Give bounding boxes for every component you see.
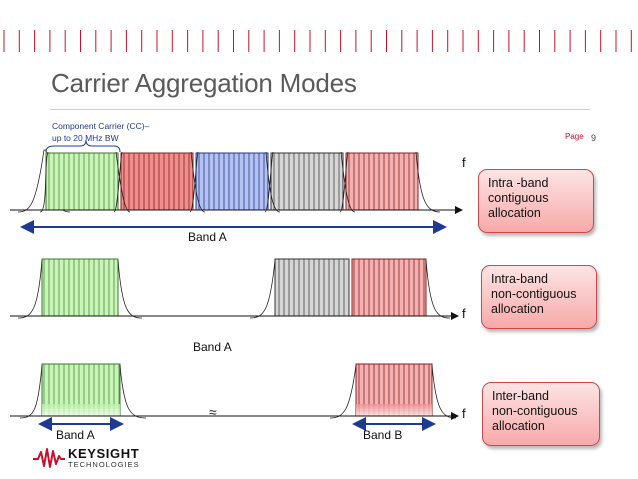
carrier-green: [45, 152, 119, 211]
keysight-wave-icon: [33, 448, 65, 468]
carrier-gray: [274, 258, 350, 317]
component-carrier-note-line1: Component Carrier (CC)–: [52, 121, 150, 131]
callout-inter-band-non-contiguous: Inter-band non-contiguous allocation: [482, 382, 600, 446]
page-number: 9: [591, 133, 597, 143]
carrier-green: [41, 258, 119, 317]
band-label-row1: Band A: [188, 230, 227, 244]
logo-tagline: TECHNOLOGIES: [68, 460, 140, 469]
header-tick-marks: [3, 30, 632, 52]
callout-line: contiguous: [488, 191, 549, 205]
approximately-symbol: ≈: [209, 404, 217, 420]
frequency-label-row3: f: [462, 406, 466, 421]
callout-line: allocation: [492, 419, 545, 433]
carrier-skirts: [17, 259, 451, 319]
carrier-pink: [345, 152, 419, 211]
carrier-pink-fade: [356, 404, 432, 418]
component-carrier-brace: [45, 139, 121, 153]
carrier-gray: [270, 152, 344, 211]
logo-name: KEYSIGHT: [68, 446, 140, 461]
title-divider: [50, 109, 590, 110]
callout-line: Inter-band: [492, 389, 549, 403]
band-label-row3-a: Band A: [56, 428, 95, 442]
row-intra-band-non-contiguous: [10, 258, 459, 320]
frequency-label-row2: f: [462, 306, 466, 321]
carrier-skirts: [39, 151, 441, 213]
callout-line: Intra-band: [491, 272, 548, 286]
callout-intra-band-contiguous: Intra -band contiguous allocation: [478, 169, 594, 233]
frequency-label-row1: f: [462, 155, 466, 170]
carrier-skirts: [19, 364, 457, 419]
callout-line: allocation: [491, 302, 544, 316]
component-carrier-note-line2: up to 20 MHz BW: [52, 133, 119, 143]
band-label-row2: Band A: [193, 340, 232, 354]
row-inter-band-non-contiguous: [10, 363, 459, 431]
callout-line: allocation: [488, 206, 541, 220]
carrier-red: [120, 152, 194, 211]
carrier-blue: [195, 152, 269, 211]
slide-title: Carrier Aggregation Modes: [51, 68, 357, 98]
row-intra-band-contiguous: [10, 149, 463, 234]
carrier-green-fade: [42, 404, 120, 418]
carrier-pink: [351, 258, 427, 317]
band-label-row3-b: Band B: [363, 428, 403, 442]
callout-intra-band-non-contiguous: Intra-band non-contiguous allocation: [481, 265, 597, 329]
page-label: Page: [565, 132, 584, 141]
callout-line: non-contiguous: [491, 287, 577, 301]
callout-line: Intra -band: [488, 176, 549, 190]
callout-line: non-contiguous: [492, 404, 578, 418]
